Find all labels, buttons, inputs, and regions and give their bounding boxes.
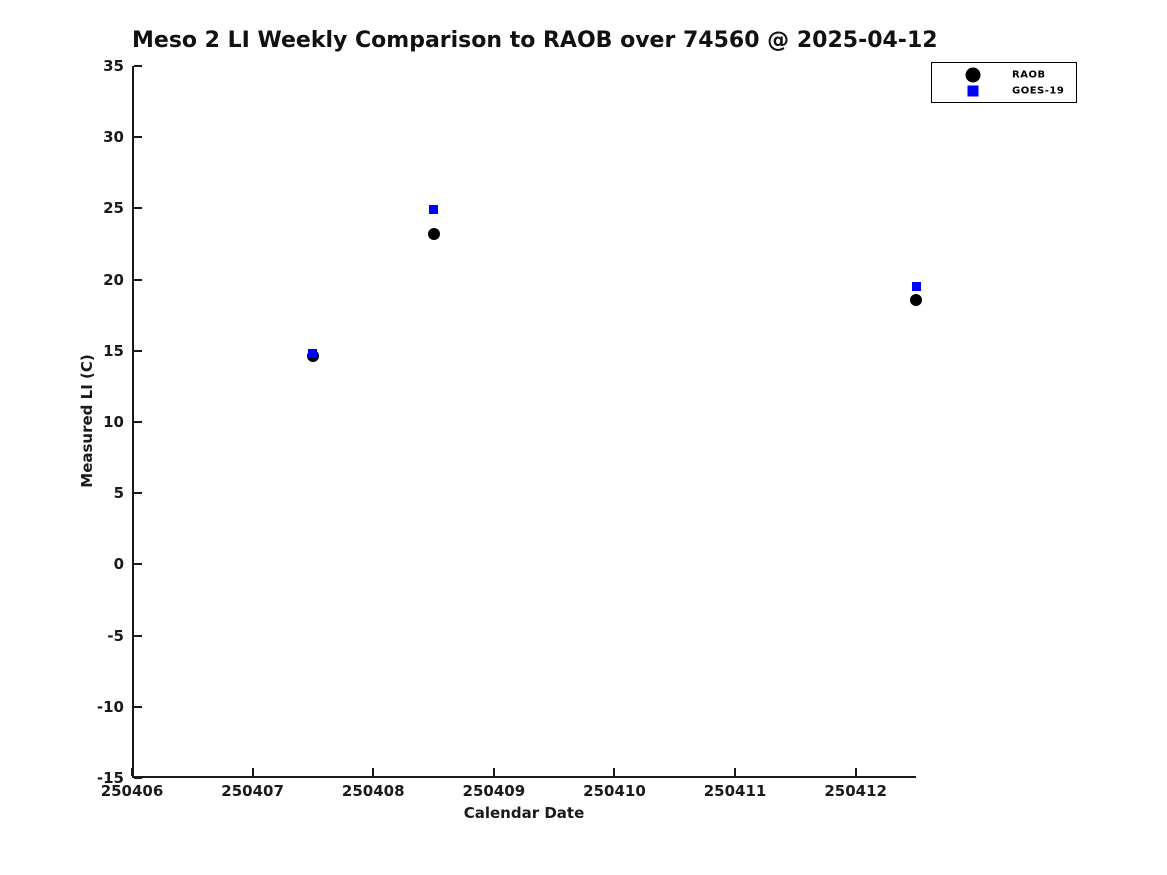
x-tick-mark — [734, 768, 737, 776]
y-tick-label: 15 — [103, 341, 124, 360]
x-tick-mark — [854, 768, 857, 776]
x-tick-label: 250407 — [221, 782, 284, 800]
legend-marker-square-icon — [967, 85, 979, 96]
y-tick-mark — [134, 65, 142, 67]
y-tick-label: 5 — [113, 484, 124, 503]
y-tick-mark — [134, 705, 142, 708]
y-tick-label: 35 — [103, 57, 124, 75]
y-tick-label: 25 — [103, 199, 124, 218]
y-tick-mark — [134, 349, 142, 352]
legend-label: GOES-19 — [1012, 85, 1065, 96]
chart-title: Meso 2 LI Weekly Comparison to RAOB over… — [132, 28, 938, 53]
y-tick-mark — [134, 278, 142, 281]
legend-item-raob: RAOB — [932, 67, 1076, 82]
x-tick-mark — [251, 768, 254, 776]
legend-marker-circle-icon — [965, 67, 981, 82]
y-tick-mark — [134, 634, 142, 637]
data-point-goes-19 — [308, 349, 318, 359]
x-axis-label: Calendar Date — [463, 804, 585, 822]
data-point-raob — [910, 293, 922, 306]
data-point-goes-19 — [911, 282, 921, 292]
x-tick-label: 250408 — [341, 782, 405, 800]
y-tick-mark — [134, 563, 142, 566]
y-tick-label: 0 — [113, 555, 124, 574]
y-tick-mark — [134, 777, 142, 779]
data-point-goes-19 — [429, 205, 439, 215]
x-tick-label: 250409 — [462, 782, 526, 800]
y-tick-label: -10 — [96, 697, 124, 716]
legend-item-goes-19: GOES-19 — [932, 83, 1076, 98]
x-tick-mark — [613, 768, 616, 776]
x-tick-label: 250410 — [583, 782, 646, 800]
legend-label: RAOB — [1012, 69, 1046, 80]
y-tick-label: -5 — [107, 626, 124, 645]
y-tick-label: 30 — [103, 128, 124, 147]
y-tick-label: 10 — [103, 413, 124, 431]
y-tick-mark — [134, 136, 142, 139]
y-tick-label: -15 — [96, 769, 124, 787]
y-tick-mark — [134, 421, 142, 423]
x-tick-mark — [492, 768, 495, 776]
y-tick-mark — [134, 207, 142, 210]
plot-area — [131, 65, 916, 779]
x-tick-mark — [372, 768, 375, 776]
x-tick-label: 250411 — [703, 782, 767, 800]
x-tick-label: 250406 — [100, 782, 164, 800]
y-tick-label: 20 — [103, 270, 124, 289]
y-tick-mark — [134, 492, 142, 495]
x-tick-label: 250412 — [824, 782, 887, 800]
data-point-raob — [427, 228, 440, 241]
legend: RAOB GOES-19 — [931, 62, 1077, 103]
x-tick-mark — [131, 768, 133, 776]
